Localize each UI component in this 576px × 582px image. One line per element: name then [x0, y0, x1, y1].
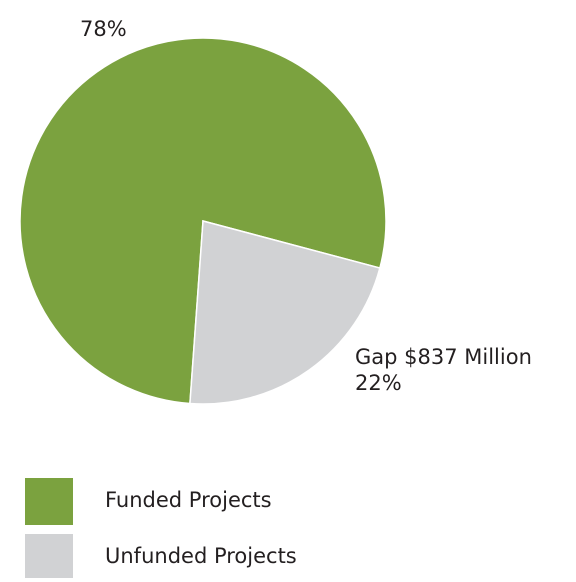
- annotation: Gap $837 Million: [355, 345, 532, 369]
- slice-label: 22%: [355, 371, 402, 395]
- slice-label: 78%: [80, 17, 127, 41]
- legend-swatch: [25, 478, 73, 525]
- legend-label: Funded Projects: [105, 488, 272, 512]
- legend-swatch: [25, 534, 73, 581]
- pie-slice: [189, 220, 381, 405]
- legend-label: Unfunded Projects: [105, 544, 297, 568]
